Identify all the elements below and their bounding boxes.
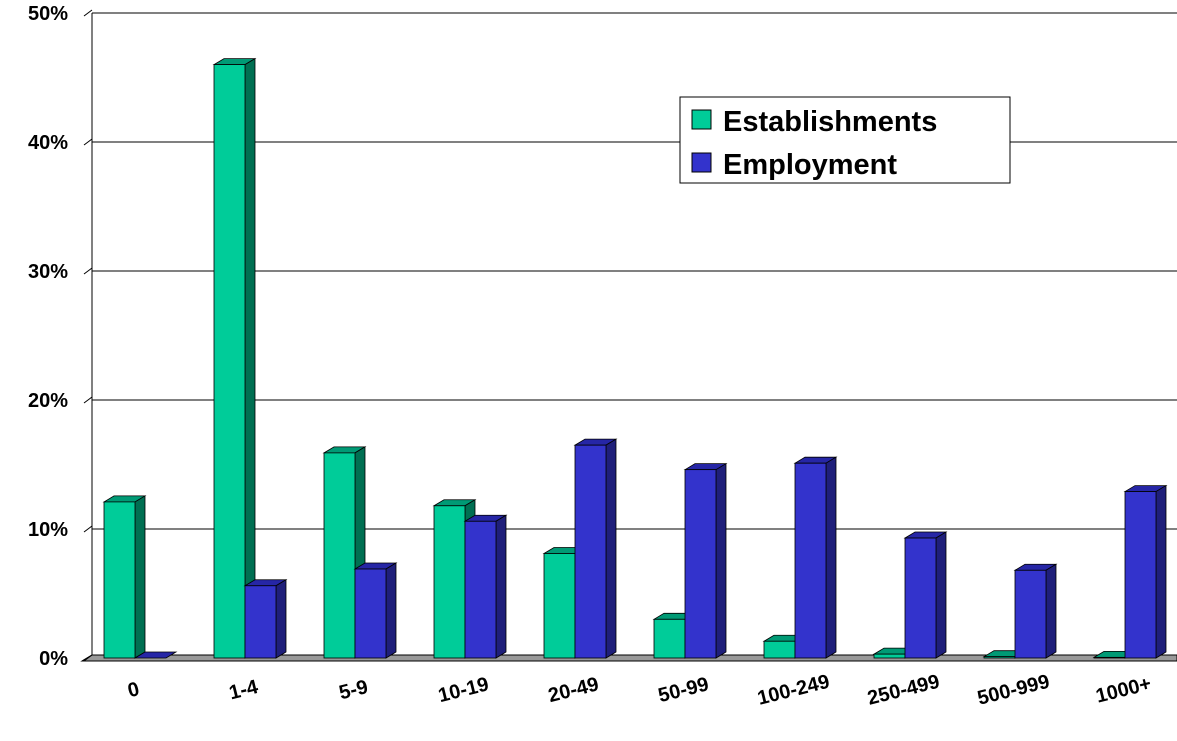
y-tick-label: 10% [28, 519, 68, 541]
bar-employment-1-4 [243, 579, 288, 659]
bar-employment-100-249 [793, 456, 838, 659]
x-tick-label: 500-999 [975, 671, 1052, 710]
legend-label-establishments: Establishments [723, 106, 937, 138]
x-tick-label: 20-49 [546, 673, 601, 707]
legend: Establishments Employment [679, 96, 1011, 184]
x-tick-label: 0 [125, 678, 141, 702]
x-tick-label: 5-9 [337, 676, 370, 704]
x-tick-label: 100-249 [755, 671, 832, 710]
bar-employment-500-999 [1013, 563, 1058, 659]
y-tick-label: 50% [28, 3, 68, 25]
x-axis-labels: 0 1-4 5-9 10-19 20-49 50-99 100-249 250-499 500-… [125, 671, 1153, 710]
y-tick-mark [83, 267, 93, 275]
bar-establishments-1-4 [212, 57, 257, 659]
legend-swatch-establishments [691, 109, 712, 130]
y-tick-label: 0% [39, 648, 68, 670]
y-axis: 0% 10% 20% 30% 40% 50% [28, 3, 93, 670]
y-tick-mark [83, 525, 93, 533]
bar-employment-250-499 [903, 531, 948, 659]
legend-box [679, 96, 1011, 184]
x-tick-label: 1000+ [1094, 673, 1154, 708]
bar-employment-20-49 [573, 438, 618, 659]
legend-label-employment: Employment [723, 149, 897, 181]
bar-employment-1000+ [1123, 484, 1168, 659]
y-axis-corner [81, 654, 93, 662]
bar-employment-50-99 [683, 462, 728, 659]
bar-employment-10-19 [463, 514, 508, 659]
y-tick-label: 40% [28, 132, 68, 154]
y-tick-mark [83, 9, 93, 17]
y-tick-label: 20% [28, 390, 68, 412]
x-tick-label: 50-99 [656, 673, 711, 707]
y-tick-mark [83, 138, 93, 146]
bars [102, 57, 1168, 659]
x-tick-label: 10-19 [436, 673, 491, 707]
bar-establishments-0 [102, 495, 147, 659]
y-tick-mark [83, 396, 93, 404]
x-tick-label: 250-499 [865, 671, 942, 710]
bar-employment-0 [133, 651, 178, 659]
y-tick-label: 30% [28, 261, 68, 283]
legend-swatch-employment [691, 152, 712, 173]
bar-employment-5-9 [353, 562, 398, 659]
x-tick-label: 1-4 [227, 676, 261, 705]
